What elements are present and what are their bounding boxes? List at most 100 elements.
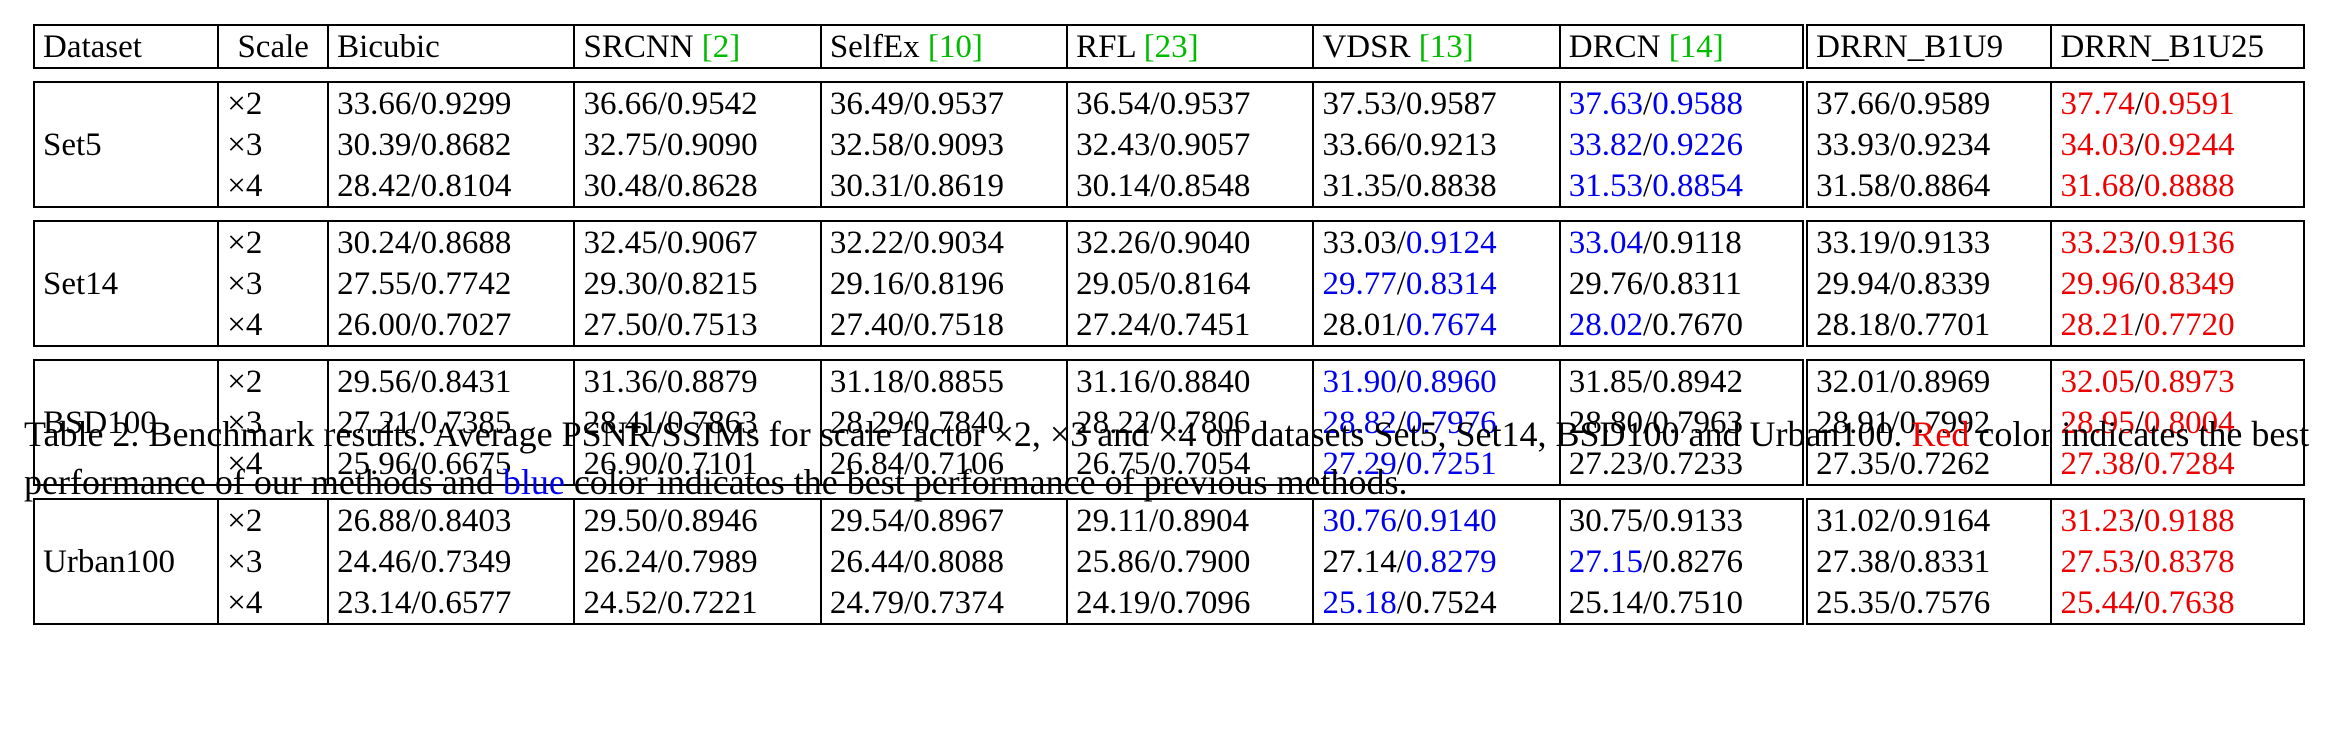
psnr-value: 32.01 <box>1816 364 1891 400</box>
result-cell: 28.82/0.7976 <box>1312 402 1560 443</box>
value-separator: / <box>1890 168 1900 204</box>
psnr-value: 27.53 <box>2060 544 2135 580</box>
result-cell: 33.66/0.9213 <box>1312 124 1560 165</box>
ssim-value: 0.7451 <box>1159 307 1251 343</box>
ssim-value: 0.8548 <box>1159 168 1251 204</box>
value-separator: / <box>411 364 421 400</box>
psnr-value: 24.52 <box>583 585 658 621</box>
ssim-value: 0.7963 <box>1652 405 1743 441</box>
result-cell: 27.21/0.7385 <box>327 402 575 443</box>
psnr-value: 32.45 <box>583 225 658 261</box>
table-row: ×3 27.21/0.7385 28.41/0.7863 28.29/0.7840 28… <box>34 402 2305 443</box>
result-cell: 31.85/0.8942 <box>1558 359 1806 402</box>
psnr-value: 29.94 <box>1816 266 1891 302</box>
ssim-value: 0.7349 <box>420 544 512 580</box>
value-separator: / <box>657 544 667 580</box>
dataset-name: Set5 <box>32 81 219 208</box>
psnr-value: 31.36 <box>583 364 658 400</box>
ssim-value: 0.8969 <box>1899 364 1991 400</box>
psnr-value: 27.38 <box>2060 446 2135 482</box>
value-separator: / <box>411 168 421 204</box>
result-cell: 29.05/0.8164 <box>1066 263 1314 304</box>
result-cell: 29.56/0.8431 <box>327 359 575 402</box>
psnr-value: 25.35 <box>1816 585 1891 621</box>
ssim-value: 0.9164 <box>1899 503 1991 539</box>
psnr-value: 26.88 <box>337 503 412 539</box>
ssim-value: 0.7674 <box>1405 307 1497 343</box>
ssim-value: 0.6675 <box>420 446 512 482</box>
column-header-label: DRCN <box>1568 29 1669 65</box>
ssim-value: 0.9067 <box>666 225 758 261</box>
result-cell: 29.30/0.8215 <box>573 263 821 304</box>
psnr-value: 30.24 <box>337 225 412 261</box>
scale-factor: ×2 <box>217 359 329 402</box>
column-header: VDSR [13] <box>1312 24 1560 69</box>
result-cell: 29.76/0.8311 <box>1558 263 1806 304</box>
column-header-label: DRRN_B1U9 <box>1816 29 2004 65</box>
ssim-value: 0.7576 <box>1899 585 1991 621</box>
ssim-value: 0.9040 <box>1159 225 1251 261</box>
ssim-value: 0.7374 <box>913 585 1004 621</box>
psnr-value: 30.31 <box>829 168 905 204</box>
table-row: ×4 26.00/0.7027 27.50/0.7513 27.40/0.7518 27… <box>34 304 2305 347</box>
psnr-value: 33.04 <box>1568 225 1644 261</box>
result-cell: 31.18/0.8855 <box>819 359 1068 402</box>
psnr-value: 27.15 <box>1568 544 1644 580</box>
column-header: DRCN [14] <box>1558 24 1806 69</box>
scale-factor: ×2 <box>217 81 329 124</box>
result-cell: 26.88/0.8403 <box>327 498 575 541</box>
ssim-value: 0.7251 <box>1405 446 1497 482</box>
value-separator: / <box>904 446 914 482</box>
value-separator: / <box>411 86 421 122</box>
column-header-label: VDSR <box>1322 29 1419 65</box>
value-separator: / <box>2134 86 2144 122</box>
ssim-value: 0.8838 <box>1405 168 1497 204</box>
psnr-value: 25.86 <box>1076 544 1151 580</box>
result-cell: 29.11/0.8904 <box>1066 498 1314 541</box>
result-cell: 30.14/0.8548 <box>1066 165 1314 208</box>
result-cell: 28.41/0.7863 <box>573 402 821 443</box>
table-row: ×4 23.14/0.6577 24.52/0.7221 24.79/0.7374 24… <box>34 582 2305 625</box>
ssim-value: 0.9213 <box>1405 127 1497 163</box>
psnr-value: 29.54 <box>829 503 905 539</box>
value-separator: / <box>1150 544 1160 580</box>
ssim-value: 0.8888 <box>2143 168 2235 204</box>
value-separator: / <box>904 86 914 122</box>
result-cell: 25.96/0.6675 <box>327 443 575 486</box>
value-separator: / <box>1150 364 1160 400</box>
value-separator: / <box>1890 225 1900 261</box>
ssim-value: 0.8960 <box>1405 364 1497 400</box>
value-separator: / <box>1890 503 1900 539</box>
psnr-value: 36.54 <box>1076 86 1151 122</box>
scale-factor: ×4 <box>217 304 329 347</box>
psnr-value: 25.96 <box>337 446 412 482</box>
ssim-value: 0.9133 <box>1899 225 1991 261</box>
value-separator: / <box>2134 266 2144 302</box>
psnr-value: 26.84 <box>829 446 905 482</box>
ssim-value: 0.9118 <box>1652 225 1742 261</box>
result-cell: 31.02/0.9164 <box>1802 498 2052 541</box>
scale-factor: ×3 <box>217 263 329 304</box>
result-cell: 28.21/0.7720 <box>2050 304 2305 347</box>
result-cell: 27.24/0.7451 <box>1066 304 1314 347</box>
scale-factor: ×4 <box>217 443 329 486</box>
caption-text-3: color indicates the best performance of … <box>564 462 1408 502</box>
psnr-value: 27.35 <box>1816 446 1891 482</box>
value-separator: / <box>2134 544 2144 580</box>
psnr-value: 27.23 <box>1568 446 1644 482</box>
ssim-value: 0.7027 <box>420 307 512 343</box>
ssim-value: 0.9136 <box>2143 225 2235 261</box>
value-separator: / <box>657 225 667 261</box>
value-separator: / <box>1643 266 1653 302</box>
psnr-value: 31.23 <box>2060 503 2135 539</box>
value-separator: / <box>1643 225 1653 261</box>
value-separator: / <box>904 503 914 539</box>
value-separator: / <box>657 405 667 441</box>
column-header: Dataset <box>32 24 219 69</box>
ssim-value: 0.9188 <box>2143 503 2235 539</box>
ssim-value: 0.8973 <box>2143 364 2235 400</box>
result-cell: 31.58/0.8864 <box>1802 165 2052 208</box>
result-cell: 32.05/0.8973 <box>2050 359 2305 402</box>
value-separator: / <box>411 307 421 343</box>
psnr-value: 27.40 <box>829 307 905 343</box>
